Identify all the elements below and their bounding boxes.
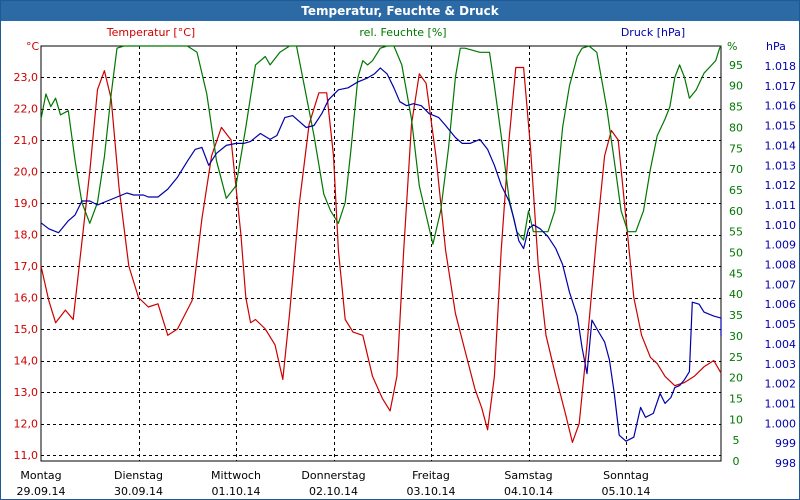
window-title: Temperatur, Feuchte & Druck [1, 1, 799, 21]
temperature-tick-label: 19,0 [14, 197, 39, 210]
day-date-label: 02.10.14 [309, 485, 358, 498]
temperature-tick-label: 23,0 [14, 71, 39, 84]
pressure-unit: hPa [766, 40, 786, 53]
humidity-ticks: 0 5 10 15 20 25 30 35 40 45 50 55 60 65 70 75 80 85 90 95 [729, 59, 743, 468]
pressure-tick-label: 1.008 [765, 259, 797, 272]
pressure-tick-label: 1.015 [765, 120, 797, 133]
humidity-tick-label: 5 [733, 434, 740, 447]
pressure-tick-label: 1.010 [765, 219, 797, 232]
pressure-tick-label: 1.011 [765, 199, 797, 212]
humidity-tick-label: 95 [729, 59, 743, 72]
pressure-ticks: 998 999 1.000 1.001 1.002 1.003 1.004 1.005 1.00… [765, 60, 797, 470]
day-date-label: 03.10.14 [407, 485, 456, 498]
pressure-tick-label: 1.014 [765, 139, 797, 152]
pressure-tick-label: 1.013 [765, 159, 797, 172]
pressure-tick-label: 1.016 [765, 100, 797, 113]
temperature-ticks: 11,0 12,0 13,0 14,0 15,0 16,0 17,0 18,0 19,0 20,0… [14, 71, 39, 462]
humidity-tick-label: 75 [729, 142, 743, 155]
temperature-tick-label: 20,0 [14, 166, 39, 179]
pressure-tick-label: 1.005 [765, 318, 797, 331]
temperature-tick-label: 15,0 [14, 323, 39, 336]
pressure-tick-label: 1.002 [765, 378, 797, 391]
pressure-axis-label: Druck [hPa] [621, 26, 685, 39]
humidity-tick-label: 25 [729, 351, 743, 364]
humidity-tick-label: 35 [729, 309, 743, 322]
day-date-label: 04.10.14 [504, 485, 553, 498]
pressure-tick-label: 998 [775, 457, 796, 470]
humidity-tick-label: 90 [729, 80, 743, 93]
pressure-tick-label: 1.009 [765, 239, 797, 252]
humidity-series-line [40, 45, 722, 245]
pressure-tick-label: 1.012 [765, 179, 797, 192]
humidity-tick-label: 60 [729, 205, 743, 218]
temperature-tick-label: 18,0 [14, 229, 39, 242]
day-weekday-label: Dienstag [114, 469, 163, 482]
temperature-tick-label: 13,0 [14, 386, 39, 399]
temperature-tick-label: 17,0 [14, 260, 39, 273]
pressure-tick-label: 1.007 [765, 278, 797, 291]
humidity-tick-label: 65 [729, 184, 743, 197]
humidity-tick-label: 20 [729, 372, 743, 385]
series-layer [40, 45, 722, 443]
humidity-tick-label: 15 [729, 392, 743, 405]
humidity-tick-label: 30 [729, 330, 743, 343]
day-date-label: 01.10.14 [212, 485, 261, 498]
pressure-tick-label: 1.017 [765, 80, 797, 93]
temperature-tick-label: 11,0 [14, 449, 39, 462]
humidity-tick-label: 70 [729, 163, 743, 176]
humidity-tick-label: 50 [729, 247, 743, 260]
humidity-tick-label: 80 [729, 121, 743, 134]
pressure-tick-label: 1.003 [765, 358, 797, 371]
day-date-label: 29.09.14 [17, 485, 66, 498]
temperature-series-line [40, 66, 722, 443]
temperature-tick-label: 12,0 [14, 418, 39, 431]
day-weekday-label: Samstag [504, 469, 552, 482]
humidity-tick-label: 0 [733, 455, 740, 468]
day-date-label: 05.10.14 [602, 485, 651, 498]
grid-layer [40, 45, 722, 462]
humidity-tick-label: 10 [729, 413, 743, 426]
humidity-tick-label: 85 [729, 101, 743, 114]
temperature-axis-label: Temperatur [°C] [106, 26, 195, 39]
humidity-tick-label: 45 [729, 267, 743, 280]
day-weekday-label: Freitag [412, 469, 450, 482]
pressure-tick-label: 1.000 [765, 417, 797, 430]
temperature-tick-label: 14,0 [14, 355, 39, 368]
pressure-tick-label: 1.001 [765, 397, 797, 410]
pressure-tick-label: 1.004 [765, 338, 797, 351]
day-weekday-label: Donnerstag [301, 469, 365, 482]
pressure-tick-label: 999 [775, 437, 796, 450]
temperature-tick-label: 22,0 [14, 103, 39, 116]
temperature-unit: °C [26, 40, 40, 53]
temperature-tick-label: 16,0 [14, 292, 39, 305]
humidity-unit: % [727, 40, 737, 53]
humidity-tick-label: 55 [729, 226, 743, 239]
day-date-label: 30.09.14 [114, 485, 163, 498]
humidity-tick-label: 40 [729, 288, 743, 301]
pressure-tick-label: 1.006 [765, 298, 797, 311]
pressure-series-line [40, 67, 722, 442]
day-weekday-label: Montag [20, 469, 61, 482]
plot-border [40, 45, 722, 462]
day-weekday-label: Sonntag [603, 469, 649, 482]
temperature-tick-label: 21,0 [14, 134, 39, 147]
day-weekday-label: Mittwoch [211, 469, 261, 482]
pressure-tick-label: 1.018 [765, 60, 797, 73]
humidity-axis-label: rel. Feuchte [%] [359, 26, 446, 39]
day-ticks: Montag 29.09.14 Dienstag 30.09.14 Mittwoch 01… [17, 469, 651, 498]
